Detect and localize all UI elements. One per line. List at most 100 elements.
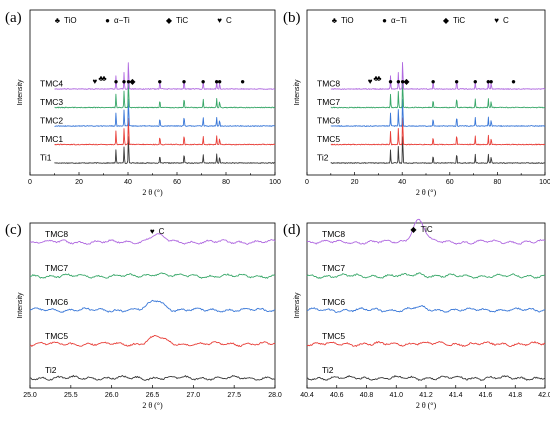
- legend-item: C: [503, 16, 509, 25]
- series-label: TMC5: [322, 331, 345, 341]
- series-label: TMC8: [322, 229, 345, 239]
- dot-icon: ●: [396, 77, 401, 86]
- series-label: TMC3: [40, 97, 63, 107]
- series-line: [54, 62, 276, 90]
- series-line: [29, 233, 276, 245]
- series-line: [330, 117, 546, 146]
- x-tick-label: 28.0: [268, 392, 282, 399]
- x-tick-label: 80: [222, 179, 230, 186]
- series-label: TMC7: [45, 263, 68, 273]
- dot-icon: ●: [182, 77, 187, 86]
- diamond-icon: ◆: [403, 77, 410, 86]
- x-tick-label: 41.0: [389, 392, 403, 399]
- x-axis-label: 2 θ (°): [416, 188, 437, 197]
- x-tick-label: 40: [398, 179, 406, 186]
- series-label: Ti2: [45, 365, 57, 375]
- series-label: TMC2: [40, 116, 63, 126]
- series-line: [306, 341, 546, 347]
- plot-frame: [306, 9, 546, 176]
- x-tick-label: 0: [305, 179, 309, 186]
- series-line: [330, 98, 546, 127]
- x-tick-label: 41.8: [508, 392, 522, 399]
- club-icon: ♣: [98, 74, 104, 83]
- x-tick-label: 42.0: [538, 392, 550, 399]
- y-axis-label: Intensity: [294, 79, 301, 106]
- series-line: [306, 218, 546, 245]
- x-axis-label: 2 θ (°): [142, 188, 163, 197]
- diamond-icon: ◆: [129, 77, 136, 86]
- series-line: [330, 80, 546, 109]
- y-axis-label: Intensity: [17, 292, 24, 319]
- dot-icon: ●: [454, 77, 459, 86]
- series-label: TMC1: [40, 134, 63, 144]
- series-label: TMC5: [45, 331, 68, 341]
- series-label: TMC6: [45, 297, 68, 307]
- dot-icon: ●: [382, 16, 387, 25]
- dot-icon: ●: [201, 77, 206, 86]
- series-label: TMC6: [317, 116, 340, 126]
- series-line: [330, 136, 546, 164]
- heart-icon: ♥: [150, 227, 155, 236]
- panel-a: (a) 0 20 40 60 80 100 2 θ (°) Intensity Ti1 TMC1 TM…: [5, 9, 281, 197]
- legend-item: α−Ti: [114, 16, 130, 25]
- x-tick-label: 100: [539, 179, 550, 186]
- panel-b: (b) 0 20 40 60 80 100 2 θ (°) Intensity Ti2 TMC5 TM…: [283, 9, 550, 197]
- series-label: TMC6: [322, 297, 345, 307]
- series-line: [330, 62, 546, 90]
- x-tick-label: 80: [494, 179, 502, 186]
- diamond-icon: ◆: [443, 16, 450, 25]
- dot-icon: ●: [240, 77, 245, 86]
- series-line: [29, 374, 276, 381]
- x-axis-label: 2 θ (°): [142, 401, 163, 410]
- x-tick-label: 26.5: [146, 392, 160, 399]
- series-label: Ti2: [317, 153, 329, 163]
- club-icon: ♣: [55, 16, 61, 25]
- x-tick-label: 60: [173, 179, 181, 186]
- x-tick-label: 27.0: [187, 392, 201, 399]
- heart-icon: ♥: [217, 16, 222, 25]
- dot-icon: ●: [489, 77, 494, 86]
- peak-annotation: C: [159, 227, 165, 236]
- panel-c: (c) 25.0 25.5 26.0 26.5 27.0 27.5 28.0 2 θ (°) In…: [5, 222, 282, 410]
- dot-icon: ●: [214, 77, 219, 86]
- x-tick-label: 27.5: [227, 392, 241, 399]
- peak-annotation: TiC: [421, 225, 433, 234]
- legend-item: α−Ti: [391, 16, 407, 25]
- series-label: TMC5: [317, 134, 340, 144]
- y-axis-label: Intensity: [294, 292, 301, 319]
- dot-icon: ●: [126, 77, 131, 86]
- series-line: [29, 334, 276, 348]
- series-line: [29, 272, 276, 279]
- heart-icon: ♥: [93, 77, 98, 86]
- series-label: TMC4: [40, 79, 63, 89]
- y-axis-label: Intensity: [17, 79, 24, 106]
- dot-icon: ●: [157, 77, 162, 86]
- x-tick-label: 26.0: [105, 392, 119, 399]
- series-line: [54, 80, 276, 109]
- series-line: [306, 375, 546, 381]
- panel-label: (c): [5, 222, 22, 238]
- legend-item: TiO: [341, 16, 354, 25]
- panel-label: (d): [283, 222, 301, 238]
- x-tick-label: 40.4: [300, 392, 314, 399]
- dot-icon: ●: [105, 16, 110, 25]
- plot-frame: [29, 9, 276, 176]
- diamond-icon: ◆: [410, 225, 417, 234]
- dot-icon: ●: [400, 77, 405, 86]
- club-icon: ♣: [101, 74, 107, 83]
- heart-icon: ♥: [368, 77, 373, 86]
- diamond-icon: ◆: [166, 16, 173, 25]
- x-tick-label: 41.2: [419, 392, 433, 399]
- legend-item: TiC: [176, 16, 188, 25]
- x-tick-label: 20: [351, 179, 359, 186]
- legend-item: C: [226, 16, 232, 25]
- dot-icon: ●: [388, 77, 393, 86]
- x-tick-label: 25.0: [23, 392, 37, 399]
- club-icon: ♣: [373, 74, 379, 83]
- club-icon: ♣: [332, 16, 338, 25]
- x-tick-label: 40.6: [330, 392, 344, 399]
- series-line: [306, 272, 546, 279]
- series-label: TMC7: [322, 263, 345, 273]
- club-icon: ♣: [376, 74, 382, 83]
